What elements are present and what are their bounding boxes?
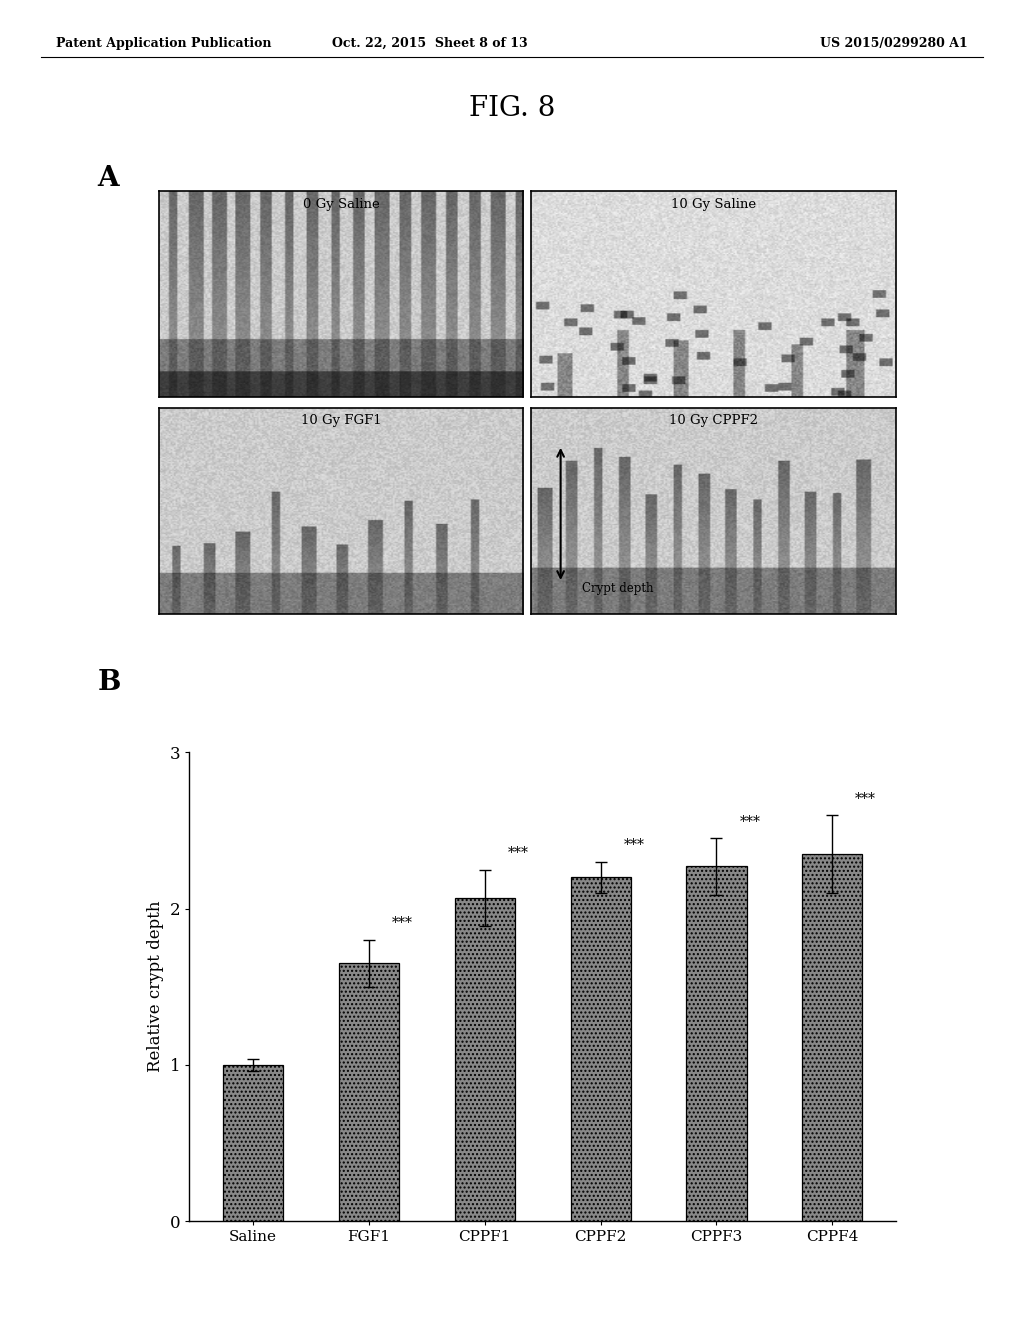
Text: FIG. 8: FIG. 8 — [469, 95, 555, 121]
Text: ***: *** — [739, 814, 761, 829]
Text: Oct. 22, 2015  Sheet 8 of 13: Oct. 22, 2015 Sheet 8 of 13 — [332, 37, 528, 50]
Text: Patent Application Publication: Patent Application Publication — [56, 37, 271, 50]
Text: B: B — [97, 669, 121, 696]
Text: ***: *** — [855, 792, 877, 805]
Y-axis label: Relative crypt depth: Relative crypt depth — [147, 902, 164, 1072]
Bar — [339, 964, 399, 1221]
Bar — [686, 866, 746, 1221]
Text: ***: *** — [508, 846, 528, 861]
Bar — [802, 854, 862, 1221]
Text: ***: *** — [624, 838, 644, 853]
Text: 10 Gy CPPF2: 10 Gy CPPF2 — [670, 414, 758, 428]
Text: A: A — [97, 165, 119, 191]
Text: US 2015/0299280 A1: US 2015/0299280 A1 — [820, 37, 968, 50]
Bar — [455, 898, 515, 1221]
Text: ***: *** — [392, 916, 413, 931]
Bar — [223, 1065, 284, 1221]
Text: 0 Gy Saline: 0 Gy Saline — [303, 198, 379, 211]
Text: Crypt depth: Crypt depth — [583, 582, 654, 595]
Bar — [570, 878, 631, 1221]
Text: 10 Gy Saline: 10 Gy Saline — [671, 198, 757, 211]
Text: 10 Gy FGF1: 10 Gy FGF1 — [301, 414, 381, 428]
